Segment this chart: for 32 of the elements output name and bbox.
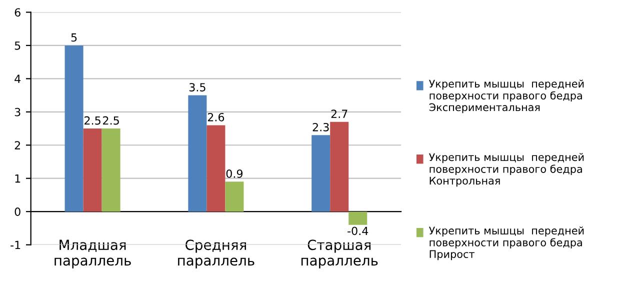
data-label: 2.5 <box>103 116 119 125</box>
x-tick-label: Младшая параллель <box>54 240 131 268</box>
data-label: 2.6 <box>208 112 224 122</box>
bar <box>312 135 330 212</box>
bar <box>64 45 84 212</box>
data-label: 2.3 <box>312 122 329 132</box>
bar <box>188 95 207 212</box>
y-tick-label: 3 <box>14 108 20 116</box>
data-label: 5 <box>71 33 77 42</box>
data-label: 0.9 <box>226 169 243 178</box>
bar <box>206 125 226 212</box>
y-tick-label: 4 <box>14 74 21 83</box>
legend-label: Укрепить мышцы передней поверхности правого бедра Контрольная <box>428 153 584 187</box>
legend-label: Укрепить мышцы передней поверхности правого бедра Прирост <box>428 226 584 260</box>
data-label: 3.5 <box>189 83 206 92</box>
y-tick-label: 0 <box>14 208 20 216</box>
bar <box>330 122 349 212</box>
legend-label: Укрепить мышцы передней поверхности правого бедра Экспериментальная <box>428 80 584 114</box>
y-tick-label: 2 <box>14 141 20 150</box>
bar <box>102 128 120 212</box>
y-tick-label: 6 <box>14 8 20 17</box>
data-label: 2.5 <box>84 116 100 125</box>
x-tick-label: Старшая параллель <box>301 240 378 268</box>
y-tick-label: 1 <box>15 174 20 183</box>
y-tick-label: -1 <box>10 240 20 250</box>
y-tick-label: 5 <box>14 42 20 50</box>
bar <box>83 128 102 212</box>
data-label: -0.4 <box>348 226 368 236</box>
x-tick-label: Средняя параллель <box>178 240 254 268</box>
bar <box>225 182 244 212</box>
bar <box>348 212 368 225</box>
data-label: 2.7 <box>331 110 348 118</box>
